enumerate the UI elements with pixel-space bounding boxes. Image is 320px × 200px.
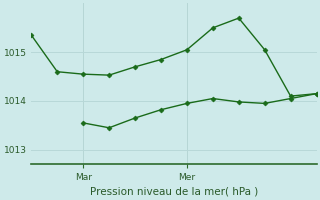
X-axis label: Pression niveau de la mer( hPa ): Pression niveau de la mer( hPa ) [90,187,258,197]
